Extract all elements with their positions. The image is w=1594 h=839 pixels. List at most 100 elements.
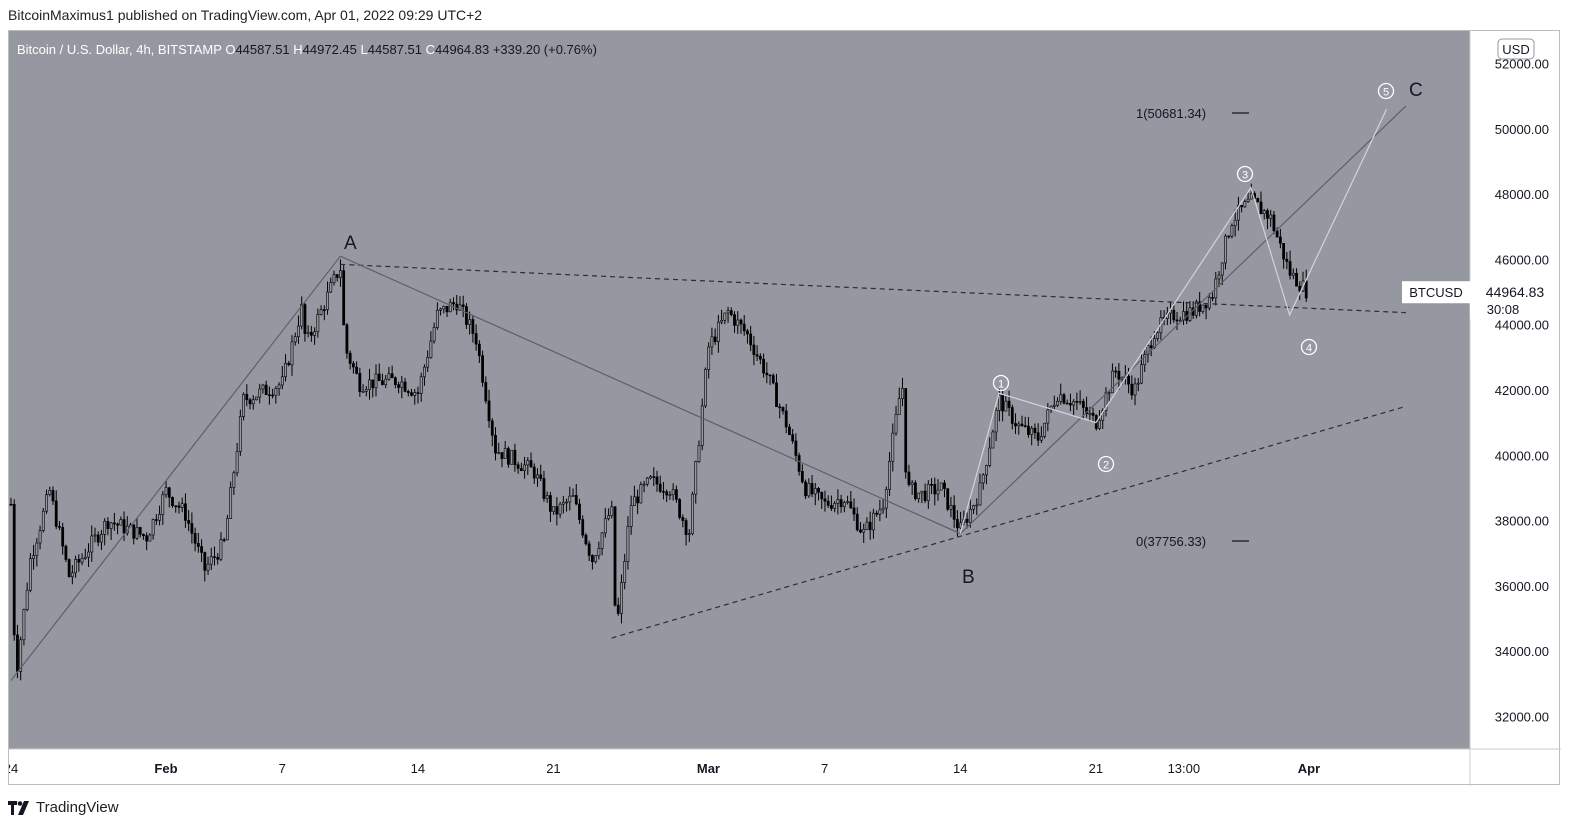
candle-down — [532, 466, 536, 479]
candle-up — [716, 321, 720, 343]
candle-down — [713, 336, 717, 343]
candle-up — [109, 522, 113, 529]
candle-down — [742, 323, 746, 332]
ohlc-legend: Bitcoin / U.S. Dollar, 4h, BITSTAMP O445… — [17, 42, 597, 57]
candle-down — [500, 452, 504, 459]
tradingview-logo-icon — [8, 801, 29, 815]
candle-down — [410, 392, 413, 396]
candle-down — [1149, 345, 1153, 349]
candle-down — [513, 449, 517, 466]
time-tick-label: 14 — [411, 761, 425, 776]
candle-down — [1130, 383, 1134, 396]
time-tick-label: 7 — [279, 761, 286, 776]
candle-down — [923, 490, 927, 501]
candle-down — [788, 426, 791, 435]
candle-down — [481, 355, 484, 383]
candle-up — [1140, 364, 1143, 384]
candle-up — [888, 460, 891, 490]
candle-down — [1062, 394, 1066, 404]
candle-down — [203, 552, 207, 571]
candle-down — [930, 484, 933, 486]
sub-wave-circle — [1300, 338, 1318, 356]
candle-up — [1201, 304, 1205, 312]
candle-down — [67, 559, 71, 578]
candle-down — [1288, 261, 1292, 276]
candle-up — [206, 563, 210, 571]
candle-up — [387, 373, 391, 380]
price-tick-label: 52000.00 — [1495, 57, 1549, 72]
candle-down — [200, 546, 203, 553]
candle-down — [335, 274, 339, 278]
candle-down — [875, 512, 879, 515]
chart-frame[interactable]: 52000.00 50000.00 48000.00 46000.00 44000.00… — [8, 30, 1561, 786]
candle-down — [529, 460, 533, 468]
sub-wave-label-4: 4 — [1306, 342, 1312, 354]
candle-down — [539, 474, 543, 479]
candle-up — [632, 496, 636, 506]
candle-up — [710, 336, 714, 348]
candle-up — [135, 527, 139, 539]
candle-up — [558, 503, 562, 515]
candle-up — [975, 504, 979, 507]
sub-wave-label-1: 1 — [998, 378, 1004, 390]
price-tag-countdown: 30:08 — [1487, 302, 1520, 317]
candle-up — [833, 503, 837, 509]
candle-up — [565, 501, 568, 504]
candle-down — [784, 410, 788, 428]
wave-label-b: B — [962, 567, 975, 588]
candle-up — [316, 314, 320, 333]
candle-up — [439, 308, 442, 311]
candle-up — [38, 530, 42, 544]
candle-up — [897, 398, 901, 415]
candle-up — [219, 539, 223, 560]
candle-up — [497, 452, 501, 454]
candle-up — [994, 410, 998, 433]
candle-down — [800, 471, 804, 483]
time-tick-label: 21 — [546, 761, 560, 776]
candle-up — [423, 366, 426, 378]
candle-up — [671, 489, 675, 495]
price-tick-label: 32000.00 — [1495, 709, 1549, 724]
price-tick-label: 34000.00 — [1495, 644, 1549, 659]
candle-down — [381, 380, 384, 385]
price-chart[interactable]: 52000.00 50000.00 48000.00 46000.00 44000.00… — [9, 31, 1561, 786]
candle-down — [768, 374, 772, 377]
footer-brand[interactable]: TradingView — [36, 799, 119, 816]
candle-down — [946, 488, 950, 510]
candle-up — [1059, 394, 1063, 402]
candle-up — [432, 327, 436, 342]
candle-up — [981, 474, 985, 484]
candle-up — [1111, 370, 1114, 394]
candle-down — [739, 319, 743, 325]
candle-up — [568, 495, 572, 503]
candle-down — [665, 491, 669, 496]
candle-down — [193, 533, 197, 544]
candle-down — [839, 499, 843, 508]
candle-up — [35, 542, 39, 556]
sub-wave-circle — [992, 374, 1010, 392]
candle-up — [180, 503, 184, 508]
candle-up — [649, 476, 652, 479]
candle-down — [781, 407, 785, 412]
candle-down — [287, 363, 291, 366]
symbol-tag-label: BTCUSD — [1409, 285, 1462, 300]
candle-down — [674, 489, 678, 500]
candle-down — [1020, 423, 1024, 426]
candle-up — [642, 483, 646, 486]
candle-down — [167, 487, 171, 498]
candle-down — [187, 520, 191, 524]
time-tick-label: 24 — [9, 761, 18, 776]
candle-up — [235, 451, 239, 474]
candle-up — [862, 528, 866, 533]
time-tick-label: Feb — [154, 761, 177, 776]
candle-up — [1224, 235, 1227, 264]
candle-down — [154, 519, 158, 521]
candle-up — [1291, 272, 1295, 276]
candle-down — [868, 521, 872, 531]
candle-down — [542, 478, 546, 499]
sub-wave-label-3: 3 — [1242, 169, 1248, 181]
candle-up — [1136, 382, 1140, 385]
candle-down — [390, 373, 394, 379]
candle-down — [662, 491, 665, 493]
candle-down — [264, 384, 268, 396]
